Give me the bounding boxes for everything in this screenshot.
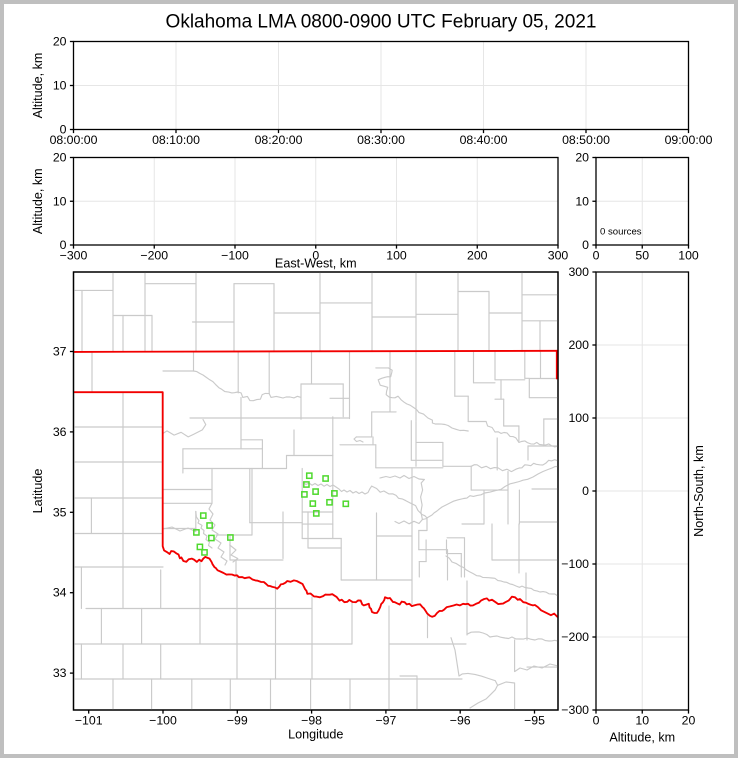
svg-text:200: 200	[467, 249, 488, 263]
svg-text:−97: −97	[375, 714, 396, 728]
svg-text:20: 20	[53, 151, 67, 165]
svg-text:−300: −300	[561, 703, 589, 717]
svg-text:Altitude, km: Altitude, km	[609, 731, 675, 745]
svg-text:10: 10	[575, 194, 589, 208]
svg-text:100: 100	[386, 249, 407, 263]
svg-text:20: 20	[575, 151, 589, 165]
svg-text:Latitude: Latitude	[31, 469, 45, 514]
svg-text:0: 0	[582, 238, 589, 252]
svg-text:0: 0	[593, 249, 600, 263]
svg-text:300: 300	[548, 249, 569, 263]
svg-text:0: 0	[60, 238, 67, 252]
svg-text:−100: −100	[561, 557, 589, 571]
svg-text:33: 33	[53, 666, 67, 680]
svg-text:North-South, km: North-South, km	[692, 445, 706, 537]
svg-text:08:30:00: 08:30:00	[357, 133, 405, 147]
svg-text:0 sources: 0 sources	[600, 227, 642, 238]
svg-text:−101: −101	[75, 714, 103, 728]
svg-text:Oklahoma LMA 0800-0900 UTC Feb: Oklahoma LMA 0800-0900 UTC February 05, …	[166, 12, 597, 33]
svg-text:34: 34	[53, 586, 67, 600]
svg-text:08:40:00: 08:40:00	[460, 133, 508, 147]
svg-text:Altitude, km: Altitude, km	[31, 168, 45, 234]
svg-text:10: 10	[635, 714, 649, 728]
svg-text:10: 10	[53, 79, 67, 93]
svg-text:50: 50	[635, 249, 649, 263]
svg-text:−100: −100	[149, 714, 177, 728]
svg-text:East-West, km: East-West, km	[275, 257, 357, 271]
svg-text:−95: −95	[524, 714, 545, 728]
svg-text:08:20:00: 08:20:00	[255, 133, 303, 147]
svg-text:0: 0	[593, 714, 600, 728]
svg-text:08:00:00: 08:00:00	[50, 133, 98, 147]
svg-text:08:10:00: 08:10:00	[152, 133, 200, 147]
svg-text:08:50:00: 08:50:00	[562, 133, 610, 147]
svg-text:−96: −96	[450, 714, 471, 728]
svg-text:−100: −100	[221, 249, 249, 263]
svg-text:0: 0	[312, 249, 319, 263]
svg-text:37: 37	[53, 345, 67, 359]
svg-text:−98: −98	[301, 714, 322, 728]
svg-text:−300: −300	[60, 249, 88, 263]
svg-text:35: 35	[53, 505, 67, 519]
svg-text:20: 20	[53, 35, 67, 49]
svg-text:100: 100	[678, 249, 699, 263]
svg-text:−200: −200	[140, 249, 168, 263]
svg-text:10: 10	[53, 194, 67, 208]
svg-text:100: 100	[568, 411, 589, 425]
svg-text:Longitude: Longitude	[288, 728, 343, 742]
svg-text:Altitude, km: Altitude, km	[31, 53, 45, 119]
svg-text:0: 0	[582, 484, 589, 498]
svg-text:200: 200	[568, 338, 589, 352]
svg-text:−200: −200	[561, 630, 589, 644]
svg-text:36: 36	[53, 425, 67, 439]
svg-text:−99: −99	[227, 714, 248, 728]
svg-text:0: 0	[60, 123, 67, 137]
svg-text:300: 300	[568, 265, 589, 279]
svg-text:09:00:00: 09:00:00	[665, 133, 713, 147]
svg-text:20: 20	[682, 714, 696, 728]
